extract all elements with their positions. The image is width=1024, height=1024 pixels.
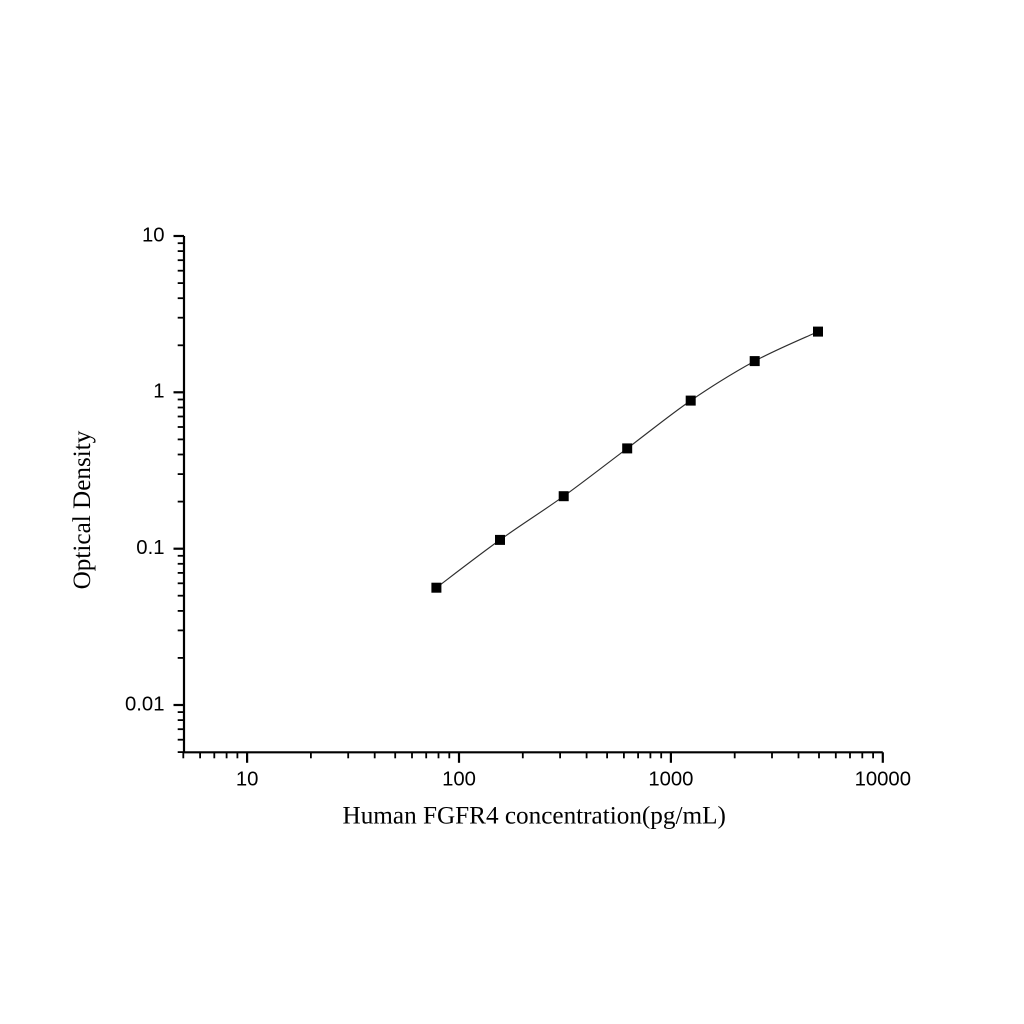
svg-text:1: 1: [153, 381, 164, 403]
svg-text:100: 100: [442, 769, 476, 791]
svg-text:10000: 10000: [855, 769, 911, 791]
svg-text:Human FGFR4 concentration(pg/m: Human FGFR4 concentration(pg/mL): [343, 803, 726, 830]
svg-text:10: 10: [142, 224, 165, 246]
svg-text:0.01: 0.01: [125, 693, 164, 715]
svg-text:1000: 1000: [648, 769, 693, 791]
svg-text:0.1: 0.1: [136, 537, 164, 559]
svg-text:10: 10: [236, 769, 259, 791]
svg-text:Optical Density: Optical Density: [69, 430, 96, 589]
